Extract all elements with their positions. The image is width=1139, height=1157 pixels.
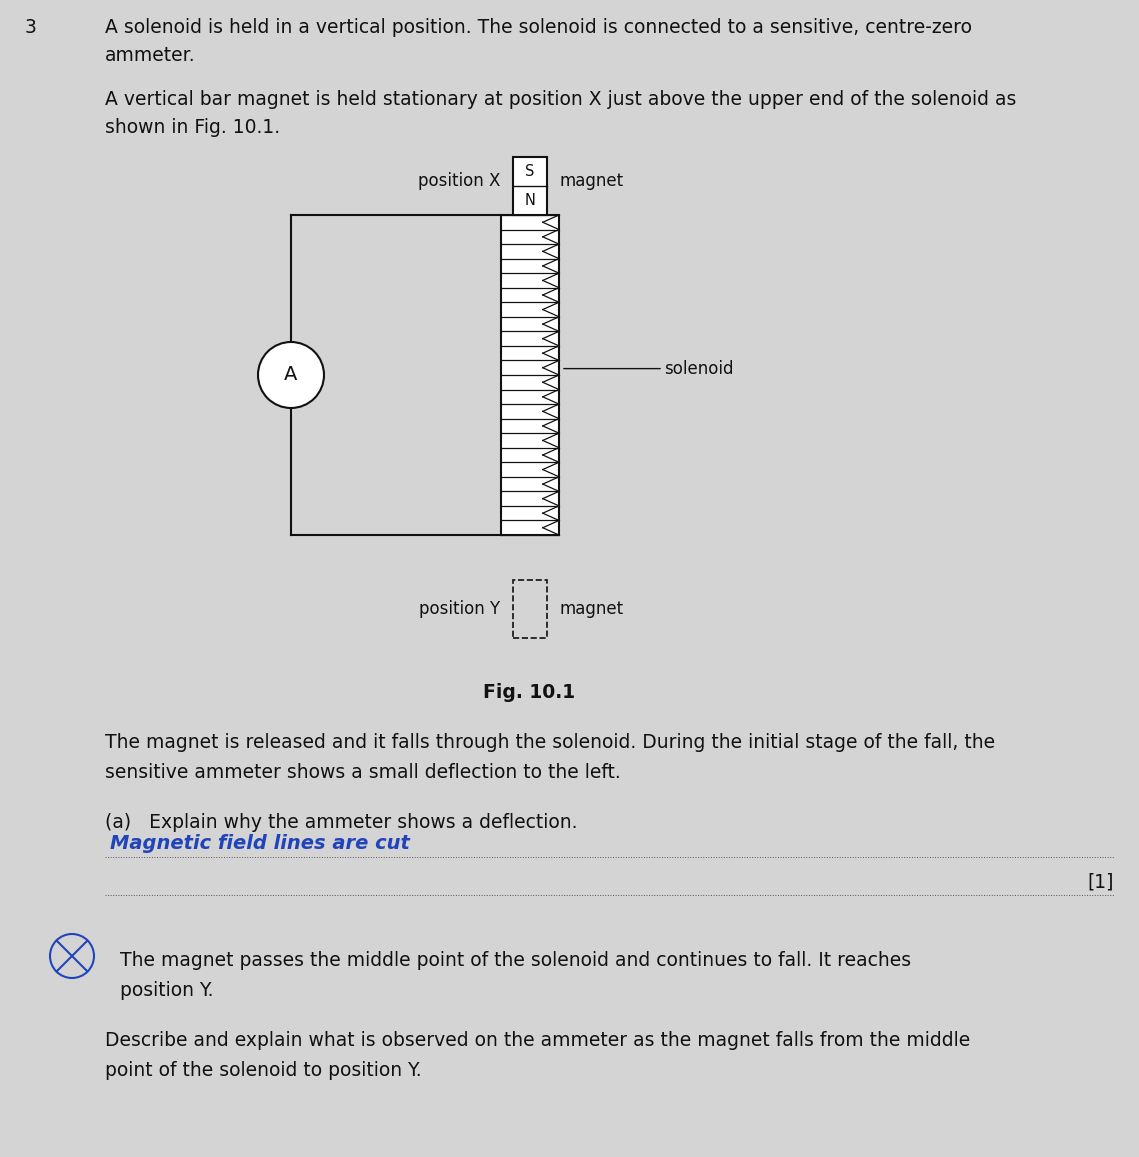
Text: position Y: position Y [419,600,501,618]
Text: magnet: magnet [559,600,623,618]
Text: A vertical bar magnet is held stationary at position X just above the upper end : A vertical bar magnet is held stationary… [105,90,1016,109]
Text: solenoid: solenoid [664,360,734,377]
Text: magnet: magnet [559,172,623,190]
Text: point of the solenoid to position Y.: point of the solenoid to position Y. [105,1061,421,1079]
Text: A: A [285,366,297,384]
Text: shown in Fig. 10.1.: shown in Fig. 10.1. [105,118,280,137]
Text: 3: 3 [25,19,36,37]
Bar [513,580,548,638]
Text: Fig. 10.1: Fig. 10.1 [483,683,575,702]
Text: S: S [525,164,534,179]
Text: (a)   Explain why the ammeter shows a deflection.: (a) Explain why the ammeter shows a defl… [105,813,577,832]
Text: A solenoid is held in a vertical position. The solenoid is connected to a sensit: A solenoid is held in a vertical positio… [105,19,972,37]
Text: N: N [525,193,535,208]
Bar [501,215,559,535]
Text: The magnet is released and it falls through the solenoid. During the initial sta: The magnet is released and it falls thro… [105,734,995,752]
Text: [1]: [1] [1088,872,1114,891]
Text: Magnetic field lines are cut: Magnetic field lines are cut [110,834,410,853]
Text: position Y.: position Y. [120,981,213,1000]
Text: sensitive ammeter shows a small deflection to the left.: sensitive ammeter shows a small deflecti… [105,762,621,782]
Circle shape [259,342,323,408]
Bar [513,157,548,215]
Text: position X: position X [418,172,501,190]
Text: The magnet passes the middle point of the solenoid and continues to fall. It rea: The magnet passes the middle point of th… [120,951,911,970]
Text: ammeter.: ammeter. [105,46,196,65]
Text: Describe and explain what is observed on the ammeter as the magnet falls from th: Describe and explain what is observed on… [105,1031,970,1051]
